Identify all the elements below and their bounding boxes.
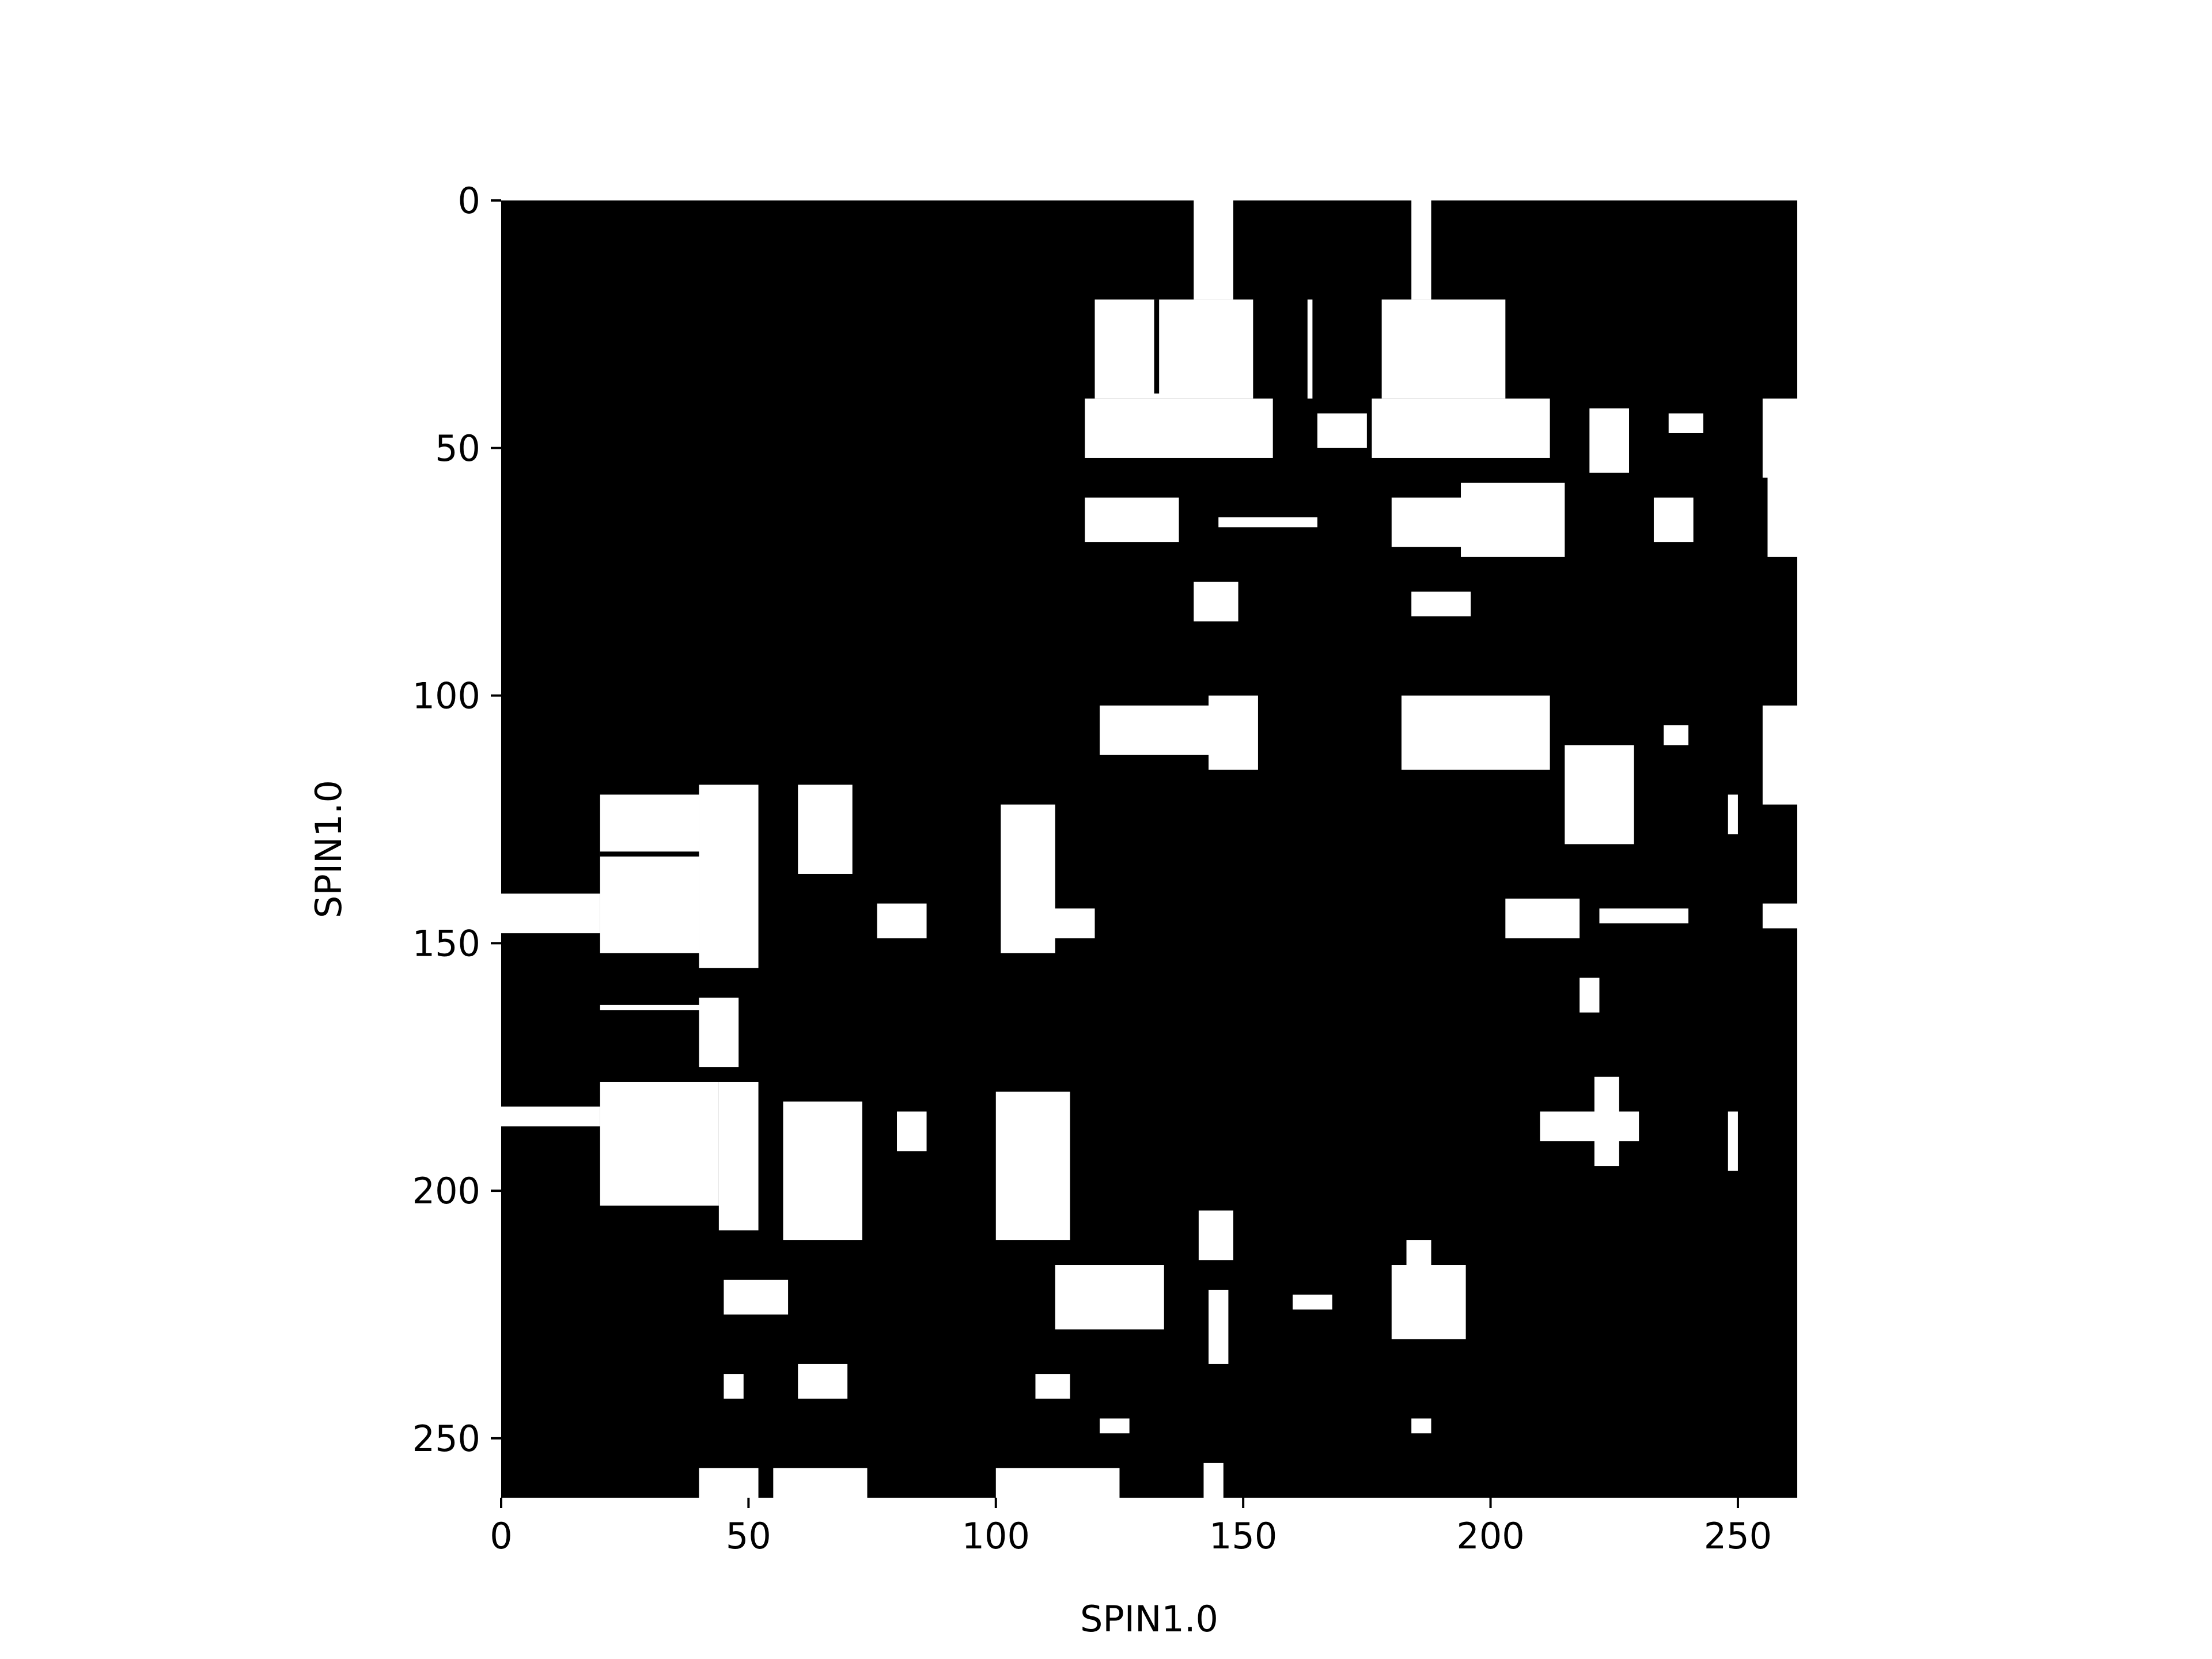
heatmap-white-region — [724, 1374, 744, 1399]
heatmap-white-region — [1209, 695, 1258, 770]
heatmap-white-region — [995, 1092, 1070, 1241]
heatmap-white-region — [1668, 413, 1703, 433]
heatmap-white-region — [1100, 1418, 1130, 1434]
heatmap-white-region — [1094, 299, 1253, 399]
heatmap-white-region — [600, 794, 699, 953]
heatmap-white-region — [1411, 200, 1431, 300]
heatmap-white-region — [1653, 497, 1694, 543]
heatmap-white-region — [1594, 1077, 1619, 1166]
x-tick-label: 200 — [1456, 1515, 1524, 1557]
heatmap-white-region — [1194, 200, 1233, 300]
heatmap-black-line — [600, 851, 699, 857]
y-tick-label: 200 — [412, 1170, 480, 1212]
y-tick-label: 150 — [412, 922, 480, 964]
heatmap-white-region — [1035, 1374, 1070, 1399]
heatmap-white-region — [600, 1081, 719, 1206]
x-axis-label: SPIN1.0 — [1080, 1598, 1218, 1640]
heatmap-white-region — [877, 903, 927, 938]
heatmap-white-region — [1599, 908, 1689, 923]
x-axis: 0 50 100 150 200 250 — [490, 1498, 1772, 1557]
y-tick-label: 100 — [412, 675, 480, 717]
plot-area — [501, 200, 1797, 1498]
heatmap-white-region — [699, 785, 759, 968]
heatmap-white-region — [1728, 794, 1738, 835]
heatmap-cells — [501, 200, 1797, 1498]
heatmap-white-region — [1540, 1111, 1639, 1142]
heatmap-white-region — [501, 893, 600, 934]
heatmap-black-line — [1154, 299, 1160, 394]
heatmap-white-region — [1372, 398, 1550, 458]
x-tick-label: 100 — [962, 1515, 1030, 1557]
y-tick-label: 250 — [412, 1418, 480, 1460]
heatmap-white-region — [897, 1111, 927, 1152]
y-axis: 0 50 100 150 200 250 — [412, 180, 501, 1460]
heatmap-white-region — [1218, 517, 1317, 528]
heatmap-white-region — [1045, 908, 1095, 938]
heatmap-white-region — [1085, 497, 1179, 543]
x-tick-label: 0 — [490, 1515, 512, 1557]
heatmap-white-region — [1055, 1265, 1164, 1330]
heatmap-white-region — [798, 1363, 848, 1399]
heatmap-white-region — [1401, 695, 1550, 770]
heatmap-white-region — [1194, 581, 1238, 622]
x-tick-label: 150 — [1209, 1515, 1277, 1557]
x-tick-label: 250 — [1704, 1515, 1772, 1557]
heatmap-white-region — [1307, 299, 1313, 399]
heatmap-white-region — [1381, 299, 1506, 399]
heatmap-white-region — [1589, 408, 1630, 473]
heatmap-white-region — [1762, 903, 1797, 929]
heatmap-white-region — [1580, 978, 1600, 1013]
heatmap-white-region — [783, 1101, 862, 1241]
heatmap-white-region — [798, 785, 853, 874]
heatmap-white-region — [1565, 745, 1634, 844]
heatmap-white-region — [1664, 725, 1689, 745]
heatmap-white-region — [1762, 398, 1797, 478]
heatmap-white-region — [1411, 1418, 1431, 1434]
y-tick-label: 50 — [435, 427, 480, 469]
heatmap-white-region — [699, 997, 739, 1067]
heatmap-white-region — [1461, 482, 1565, 557]
heatmap-white-region — [773, 1468, 868, 1498]
heatmap-white-region — [1762, 705, 1797, 805]
heatmap-white-region — [724, 1279, 789, 1315]
heatmap-white-region — [718, 1081, 759, 1230]
heatmap-white-region — [1767, 472, 1797, 557]
y-axis-label: SPIN1.0 — [308, 780, 350, 918]
heatmap-white-region — [1293, 1294, 1332, 1310]
heatmap-white-region — [501, 1106, 600, 1127]
heatmap-white-region — [995, 1468, 1120, 1498]
heatmap-white-region — [1505, 898, 1580, 938]
heatmap-white-region — [699, 1468, 759, 1498]
heatmap-white-line — [600, 1005, 699, 1010]
heatmap-white-region — [1728, 1111, 1738, 1171]
heatmap-white-region — [1203, 1463, 1224, 1498]
y-tick-label: 0 — [458, 180, 480, 222]
heatmap-white-region — [1317, 413, 1367, 448]
x-tick-label: 50 — [726, 1515, 771, 1557]
heatmap-white-region — [1085, 398, 1273, 458]
heatmap-white-region — [1411, 592, 1471, 617]
heatmap-white-region — [1209, 1289, 1229, 1364]
heatmap-white-region — [1198, 1210, 1233, 1260]
heatmap-white-region — [1406, 1240, 1431, 1330]
